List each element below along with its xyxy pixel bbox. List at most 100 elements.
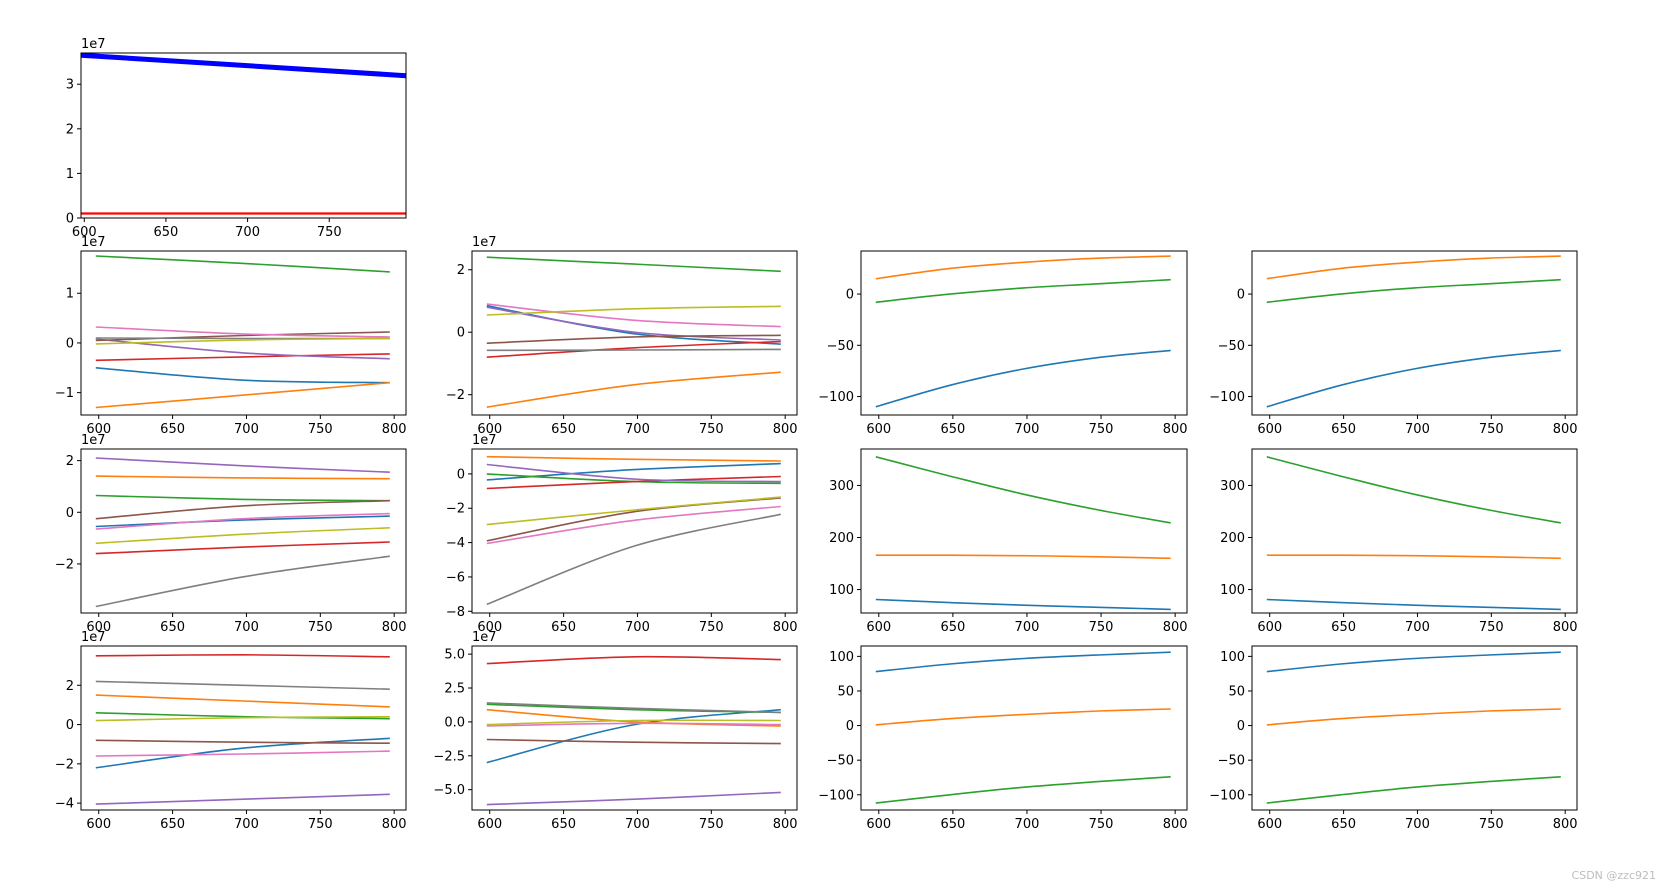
x-tick-label: 600 — [1257, 422, 1282, 437]
axis-offset-label: 1e7 — [81, 433, 106, 448]
x-tick-label: 800 — [773, 422, 798, 437]
series-line-3 — [875, 278, 1171, 304]
series-line-2 — [95, 381, 390, 409]
y-tick-label: 2 — [66, 454, 74, 469]
series-line-6 — [95, 331, 390, 342]
y-tick-label: 0.0 — [444, 715, 465, 730]
x-tick-label: 800 — [773, 817, 798, 832]
x-tick-label: 600 — [477, 422, 502, 437]
y-tick-label: 100 — [1220, 583, 1245, 598]
subplot-5: 600 650 700 750 800 −100 −50 0 — [1209, 250, 1578, 437]
axes-frame — [1251, 250, 1578, 416]
x-tick-label: 800 — [1553, 817, 1578, 832]
x-tick-label: 600 — [72, 225, 97, 240]
y-tick-label: −4 — [55, 797, 74, 812]
x-tick-label: 700 — [234, 817, 259, 832]
series-line-8 — [95, 680, 390, 690]
y-tick-label: −2 — [446, 502, 465, 517]
y-tick-label: 100 — [1220, 650, 1245, 665]
x-tick-label: 750 — [308, 422, 333, 437]
series-line-3 — [1266, 278, 1561, 304]
series-line-1 — [486, 708, 781, 764]
y-tick-label: 100 — [829, 583, 854, 598]
y-tick-label: −6 — [446, 570, 465, 585]
series-line-1 — [1266, 651, 1561, 673]
x-tick-label: 750 — [1479, 422, 1504, 437]
series-line-4 — [95, 653, 390, 658]
y-tick-label: 50 — [1228, 684, 1245, 699]
series-line-3 — [486, 256, 781, 273]
series-line-3 — [875, 456, 1171, 524]
series-line-8 — [486, 513, 781, 606]
axis-offset-label: 1e7 — [472, 235, 497, 250]
axes-frame — [1251, 645, 1578, 811]
series-line-2 — [875, 255, 1171, 280]
y-tick-label: −100 — [1209, 390, 1245, 405]
axis-offset-label: 1e7 — [81, 630, 106, 645]
y-tick-label: 300 — [1220, 479, 1245, 494]
series-line-9 — [95, 337, 390, 345]
y-tick-label: 200 — [829, 531, 854, 546]
axes-frame — [80, 52, 407, 219]
series-line-6 — [486, 738, 781, 745]
x-tick-label: 750 — [1089, 422, 1114, 437]
axes-frame — [80, 448, 407, 614]
series-line-3 — [1266, 456, 1561, 524]
axes-frame — [860, 250, 1188, 416]
y-tick-label: −2.5 — [433, 749, 465, 764]
series-line-9 — [486, 305, 781, 316]
x-tick-label: 750 — [1089, 620, 1114, 635]
y-tick-label: 0 — [1237, 288, 1245, 303]
series-line-1 — [80, 52, 407, 79]
x-tick-label: 800 — [1163, 817, 1188, 832]
y-tick-label: 2 — [66, 679, 74, 694]
x-tick-label: 700 — [1405, 422, 1430, 437]
series-line-7 — [486, 505, 781, 545]
series-line-1 — [875, 651, 1171, 673]
y-tick-label: 3 — [66, 78, 74, 93]
series-line-7 — [95, 512, 390, 530]
y-tick-label: 2 — [66, 122, 74, 137]
series-line-2 — [1266, 554, 1561, 560]
y-tick-label: −100 — [1209, 788, 1245, 803]
x-tick-label: 700 — [1015, 817, 1040, 832]
x-tick-label: 750 — [317, 225, 342, 240]
x-tick-label: 650 — [1331, 817, 1356, 832]
x-tick-label: 650 — [160, 620, 185, 635]
x-tick-label: 700 — [234, 620, 259, 635]
y-tick-label: 0 — [846, 719, 854, 734]
y-tick-label: 1 — [66, 167, 74, 182]
series-line-2 — [1266, 255, 1561, 280]
series-line-2 — [95, 475, 390, 480]
axes-frame — [471, 250, 798, 416]
series-line-7 — [95, 750, 390, 757]
series-line-2 — [486, 708, 781, 727]
y-tick-label: 0 — [66, 336, 74, 351]
series-line-3 — [875, 776, 1171, 804]
x-tick-label: 700 — [1015, 422, 1040, 437]
axes-frame — [471, 645, 798, 811]
x-tick-label: 800 — [382, 817, 407, 832]
subplot-10: 600 650 700 750 800 −4 −2 0 2 1e7 — [55, 630, 407, 832]
x-tick-label: 600 — [86, 620, 111, 635]
series-line-1 — [95, 367, 390, 384]
axes-frame — [80, 645, 407, 811]
x-tick-label: 650 — [551, 817, 576, 832]
y-tick-label: −5.0 — [433, 783, 465, 798]
series-line-4 — [486, 475, 781, 490]
y-tick-label: −1 — [55, 386, 74, 401]
series-line-2 — [875, 554, 1171, 560]
axis-offset-label: 1e7 — [81, 235, 106, 250]
axes-frame — [860, 448, 1188, 614]
y-tick-label: 0 — [66, 212, 74, 227]
series-line-5 — [95, 457, 390, 473]
x-tick-label: 800 — [1553, 422, 1578, 437]
series-line-1 — [486, 462, 781, 481]
y-tick-label: −100 — [818, 788, 854, 803]
x-tick-label: 600 — [477, 817, 502, 832]
y-tick-label: 0 — [1237, 719, 1245, 734]
y-tick-label: −50 — [1218, 754, 1245, 769]
series-line-5 — [95, 793, 390, 805]
x-tick-label: 800 — [382, 422, 407, 437]
